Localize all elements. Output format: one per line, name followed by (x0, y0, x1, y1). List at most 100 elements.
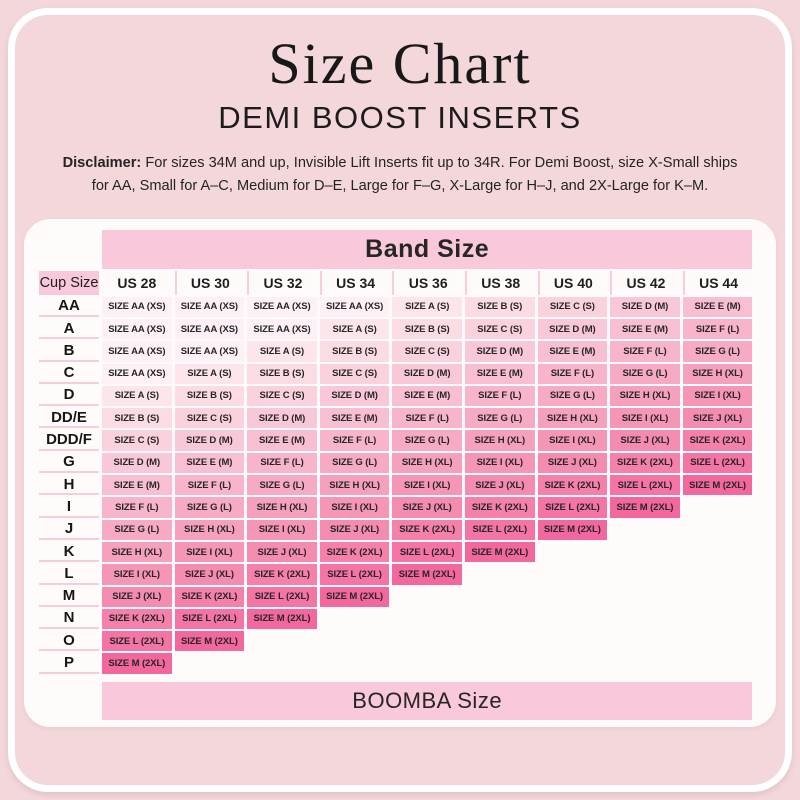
cup-size-label: P (39, 653, 99, 674)
size-cell: SIZE H (XL) (537, 408, 608, 429)
size-cell: SIZE D (M) (610, 296, 680, 317)
size-cell: SIZE B (S) (319, 341, 390, 362)
size-cell: SIZE M (2XL) (102, 653, 172, 674)
band-size-header: Band Size (102, 229, 753, 269)
size-cell: SIZE L (2XL) (319, 564, 390, 585)
size-cell: SIZE I (XL) (464, 452, 535, 474)
size-cell: SIZE K (2XL) (610, 452, 680, 474)
size-cell: SIZE K (2XL) (537, 475, 608, 496)
size-cell: SIZE B (S) (464, 296, 535, 317)
size-cell: SIZE G (L) (319, 452, 390, 474)
size-cell: SIZE I (XL) (537, 430, 608, 451)
size-cell: SIZE M (2XL) (392, 564, 462, 585)
size-cell: SIZE F (L) (319, 430, 390, 451)
size-cell: SIZE J (XL) (102, 586, 172, 607)
size-cell: SIZE J (XL) (537, 452, 608, 474)
size-cell: SIZE K (2XL) (319, 541, 390, 563)
band-column-header: US 38 (464, 270, 535, 295)
disclaimer-label: Disclaimer: (62, 155, 142, 172)
band-column-header: US 34 (319, 270, 390, 295)
size-cell: SIZE AA (XS) (102, 318, 172, 340)
size-cell: SIZE M (2XL) (610, 497, 680, 518)
size-cell: SIZE M (2XL) (537, 519, 608, 540)
size-cell: SIZE F (L) (174, 475, 245, 496)
size-cell: SIZE M (2XL) (247, 608, 317, 630)
size-cell: SIZE G (L) (464, 408, 535, 429)
size-cell: SIZE K (2XL) (174, 586, 245, 607)
size-cell: SIZE F (L) (610, 341, 680, 362)
size-cell: SIZE K (2XL) (247, 564, 317, 585)
size-cell: SIZE A (S) (247, 341, 317, 362)
size-cell: SIZE C (S) (102, 430, 172, 451)
size-cell: SIZE M (2XL) (319, 586, 390, 607)
cup-size-label: D (39, 386, 99, 407)
size-cell: SIZE G (L) (174, 497, 245, 518)
cup-size-label: I (39, 497, 99, 518)
band-column-header: US 42 (610, 270, 680, 295)
size-cell: SIZE D (M) (247, 408, 317, 429)
size-cell: SIZE F (L) (247, 452, 317, 474)
size-cell: SIZE A (S) (319, 318, 390, 340)
band-column-header: US 36 (392, 270, 462, 295)
cup-size-label: AA (39, 297, 99, 317)
cup-size-header: Cup Size (39, 270, 99, 295)
size-cell: SIZE G (L) (247, 475, 317, 496)
cup-size-label: C (39, 364, 99, 384)
size-cell: SIZE L (2XL) (392, 541, 462, 563)
size-cell: SIZE AA (XS) (247, 318, 317, 340)
size-cell: SIZE B (S) (392, 318, 462, 340)
size-cell: SIZE H (XL) (174, 519, 245, 540)
size-cell: SIZE D (M) (537, 318, 608, 340)
size-cell: SIZE M (2XL) (682, 475, 753, 496)
size-cell: SIZE A (S) (392, 296, 462, 317)
cup-size-label: J (39, 520, 99, 540)
cup-size-label: DDD/F (39, 430, 99, 451)
size-chart-card: Band Size Cup Size BOOMBA Size US 28 US 3… (24, 218, 776, 727)
size-cell: SIZE L (2XL) (537, 497, 608, 518)
size-cell: SIZE J (XL) (247, 541, 317, 563)
size-cell: SIZE I (XL) (319, 497, 390, 518)
size-cell: SIZE L (2XL) (464, 519, 535, 540)
size-cell: SIZE AA (XS) (102, 341, 172, 362)
size-cell: SIZE M (2XL) (464, 541, 535, 563)
size-cell: SIZE I (XL) (392, 475, 462, 496)
size-cell: SIZE C (S) (247, 385, 317, 407)
size-cell: SIZE L (2XL) (102, 631, 172, 652)
size-cell: SIZE J (XL) (610, 430, 680, 451)
size-cell: SIZE B (S) (102, 408, 172, 429)
size-cell: SIZE J (XL) (174, 564, 245, 585)
size-grid: Band Size Cup Size BOOMBA Size US 28 US 3… (39, 229, 776, 720)
size-cell: SIZE M (2XL) (174, 631, 245, 652)
cup-size-label: DD/E (39, 408, 99, 429)
size-cell: SIZE E (M) (319, 408, 390, 429)
disclaimer-body: For sizes 34M and up, Invisible Lift Ins… (91, 155, 738, 195)
size-cell: SIZE H (XL) (392, 452, 462, 474)
size-cell: SIZE F (L) (682, 318, 753, 340)
size-cell: SIZE D (M) (392, 363, 462, 384)
size-cell: SIZE E (M) (464, 363, 535, 384)
boomba-size-footer: BOOMBA Size (102, 681, 753, 720)
size-cell: SIZE H (XL) (464, 430, 535, 451)
size-cell: SIZE AA (XS) (319, 296, 390, 317)
size-cell: SIZE D (M) (464, 341, 535, 362)
size-cell: SIZE E (M) (102, 475, 172, 496)
size-cell: SIZE G (L) (102, 519, 172, 540)
page-subtitle: DEMI BOOST INSERTS (218, 99, 582, 135)
size-cell: SIZE L (2XL) (610, 475, 680, 496)
size-cell: SIZE J (XL) (392, 497, 462, 518)
size-cell: SIZE A (S) (174, 363, 245, 384)
size-cell: SIZE F (L) (537, 363, 608, 384)
size-cell: SIZE H (XL) (102, 541, 172, 563)
band-column-header: US 32 (247, 270, 317, 295)
cup-size-label: K (39, 542, 99, 563)
size-cell: SIZE E (M) (392, 385, 462, 407)
cup-size-label: O (39, 631, 99, 652)
size-cell: SIZE I (XL) (174, 541, 245, 563)
size-cell: SIZE D (M) (174, 430, 245, 451)
size-cell: SIZE D (M) (319, 385, 390, 407)
size-cell: SIZE AA (XS) (174, 341, 245, 362)
size-cell: SIZE C (S) (537, 296, 608, 317)
size-cell: SIZE G (L) (682, 341, 753, 362)
size-cell: SIZE B (S) (174, 385, 245, 407)
size-cell: SIZE H (XL) (319, 475, 390, 496)
